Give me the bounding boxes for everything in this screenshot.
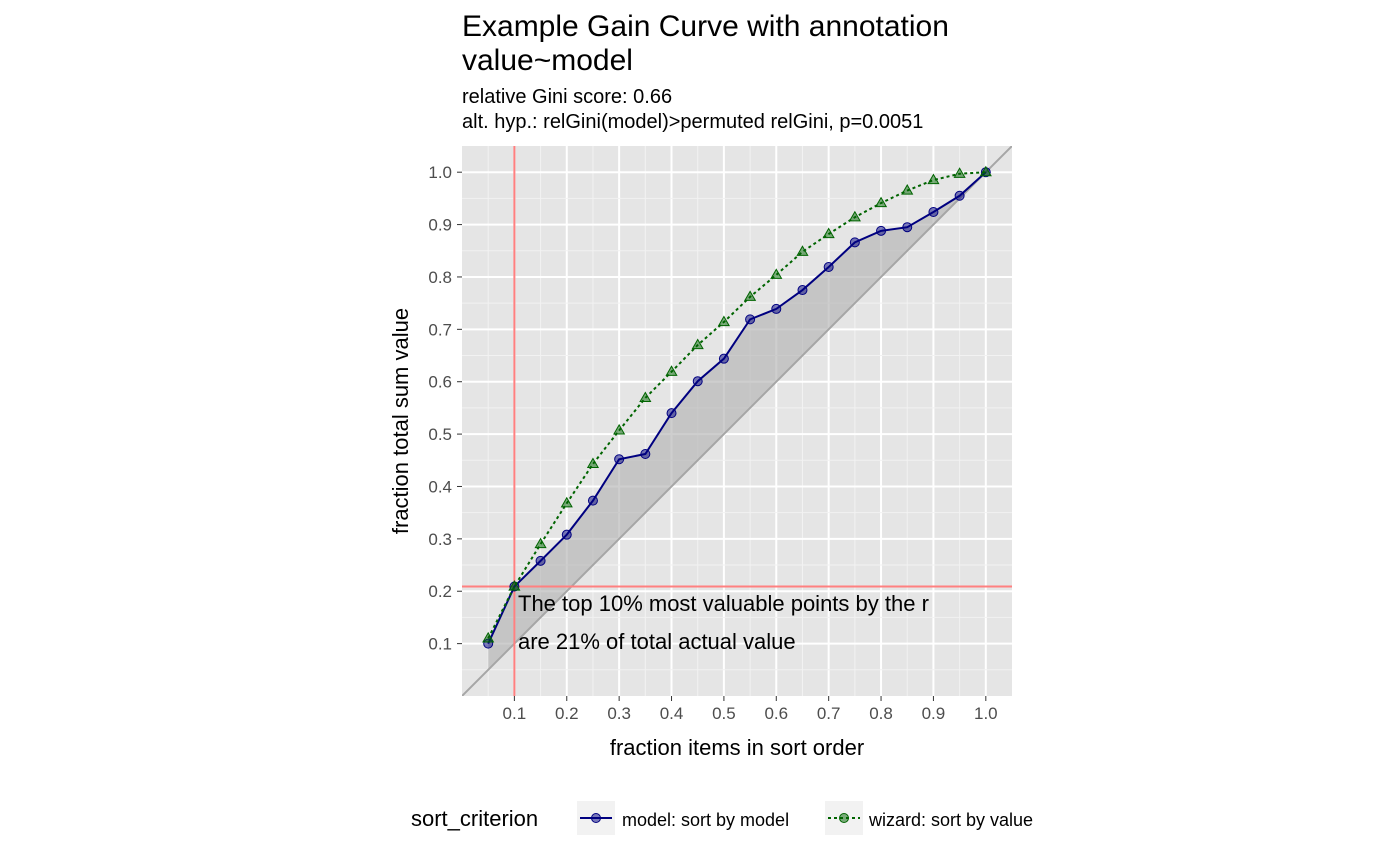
y-tick-label: 0.2 (428, 582, 452, 601)
point-wizard (717, 315, 730, 327)
x-tick-label: 0.8 (869, 704, 893, 723)
y-axis-title: fraction total sum value (388, 308, 413, 534)
x-tick-label: 0.9 (922, 704, 946, 723)
chart-subtitle-line2: alt. hyp.: relGini(model)>permuted relGi… (462, 111, 923, 133)
point-wizard (796, 245, 809, 256)
y-axis-ticks: 0.1 0.2 0.3 0.4 0.5 0.6 0.7 0.8 0.9 1.0 (428, 163, 462, 654)
point-model (745, 314, 756, 325)
point-wizard (508, 580, 521, 591)
y-tick-label: 1.0 (428, 163, 452, 182)
legend-key-wizard (828, 813, 860, 823)
point-model (797, 285, 808, 296)
annotation-text-line1: The top 10% most valuable points by the … (518, 591, 929, 616)
x-tick-label: 0.7 (817, 704, 841, 723)
point-wizard (744, 290, 757, 301)
legend-marker-wizard (839, 813, 849, 823)
y-tick-label: 0.3 (428, 530, 452, 549)
point-model (823, 262, 834, 272)
y-tick-label: 0.7 (428, 320, 452, 339)
point-model (692, 376, 703, 387)
point-wizard (613, 423, 626, 435)
legend-label-model: model: sort by model (622, 810, 789, 830)
point-wizard (979, 165, 992, 177)
point-model (587, 495, 598, 506)
point-wizard (770, 268, 783, 279)
point-model (535, 555, 546, 566)
legend-marker-model (591, 813, 601, 823)
series-layer (482, 165, 992, 649)
point-wizard (848, 210, 861, 222)
point-wizard (953, 167, 966, 178)
legend-key-model (580, 813, 612, 823)
point-model (928, 207, 939, 217)
legend: sort_criterion model: sort by model wiza… (411, 801, 1033, 835)
point-wizard (874, 196, 888, 208)
x-tick-label: 0.2 (555, 704, 579, 723)
y-tick-label: 0.9 (428, 216, 452, 235)
reference-diagonal-line (462, 146, 1012, 696)
point-model (876, 225, 887, 236)
x-tick-label: 0.4 (660, 704, 684, 723)
legend-label-wizard: wizard: sort by value (868, 810, 1033, 830)
point-wizard (586, 457, 600, 469)
chart-subtitle: relative Gini score: 0.66 (462, 86, 672, 108)
x-axis-ticks: 0.1 0.2 0.3 0.4 0.5 0.6 0.7 0.8 0.9 1.0 (503, 696, 998, 723)
point-model (614, 454, 625, 465)
point-wizard (822, 227, 835, 239)
point-model (849, 237, 860, 248)
x-tick-label: 0.6 (764, 704, 788, 723)
point-wizard (482, 631, 495, 643)
point-wizard (665, 365, 678, 376)
point-wizard (560, 496, 573, 508)
y-tick-label: 0.8 (428, 268, 452, 287)
point-wizard (534, 537, 547, 549)
x-tick-label: 0.5 (712, 704, 736, 723)
point-model (954, 190, 965, 201)
chart-title-line2: value~model (462, 44, 633, 77)
y-tick-label: 0.1 (428, 635, 452, 654)
point-model (561, 529, 572, 540)
point-model (640, 449, 651, 459)
y-tick-label: 0.4 (428, 477, 452, 496)
annotation-text-line2: are 21% of total actual value (518, 629, 796, 654)
y-tick-label: 0.6 (428, 373, 452, 392)
legend-title: sort_criterion (411, 806, 538, 831)
annotation-crosshair (462, 146, 1012, 696)
x-tick-label: 0.3 (607, 704, 631, 723)
reference-diagonal (462, 146, 1012, 696)
point-model (666, 408, 677, 419)
y-tick-label: 0.5 (428, 425, 452, 444)
chart-title: Example Gain Curve with annotation (462, 10, 949, 43)
point-wizard (901, 184, 914, 195)
point-wizard (639, 391, 652, 403)
point-model (771, 303, 782, 314)
point-model (718, 353, 729, 364)
point-wizard (691, 338, 704, 350)
x-axis-title: fraction items in sort order (610, 735, 864, 760)
point-wizard (927, 173, 940, 185)
x-tick-label: 1.0 (974, 704, 998, 723)
point-model (902, 222, 913, 233)
x-tick-label: 0.1 (503, 704, 527, 723)
